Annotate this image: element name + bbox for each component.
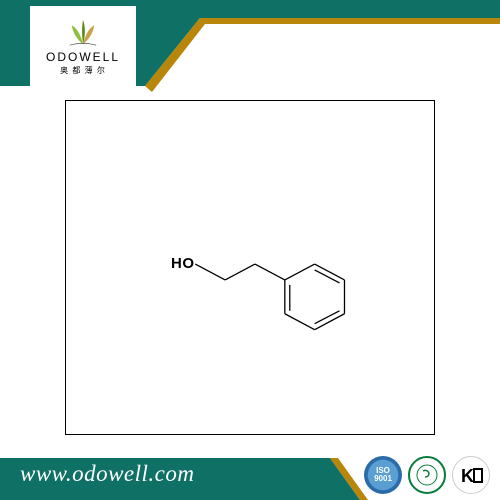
- brand-subtitle: 奥 都 薄 尔: [60, 65, 106, 76]
- structure-panel: HO: [65, 100, 435, 435]
- molecule-diagram: [66, 100, 434, 435]
- flower-icon: [64, 16, 102, 48]
- kosher-icon: K: [457, 461, 485, 489]
- halal-badge: [408, 456, 446, 494]
- product-frame: ODOWELL 奥 都 薄 尔 HO www.odowell.com ISO 9…: [0, 0, 500, 500]
- website-url[interactable]: www.odowell.com: [20, 461, 194, 487]
- svg-text:K: K: [461, 466, 474, 486]
- brand-name: ODOWELL: [46, 50, 120, 64]
- brand-logo: ODOWELL 奥 都 薄 尔: [30, 6, 136, 86]
- halal-icon: [415, 463, 439, 487]
- iso-label-bottom: 9001: [374, 475, 392, 483]
- hydroxyl-label: HO: [171, 255, 195, 272]
- kosher-badge: K: [452, 456, 490, 494]
- iso-badge: ISO 9001: [364, 456, 402, 494]
- certification-badges: ISO 9001 K: [364, 456, 490, 494]
- bottom-banner: www.odowell.com ISO 9001 K: [0, 448, 500, 500]
